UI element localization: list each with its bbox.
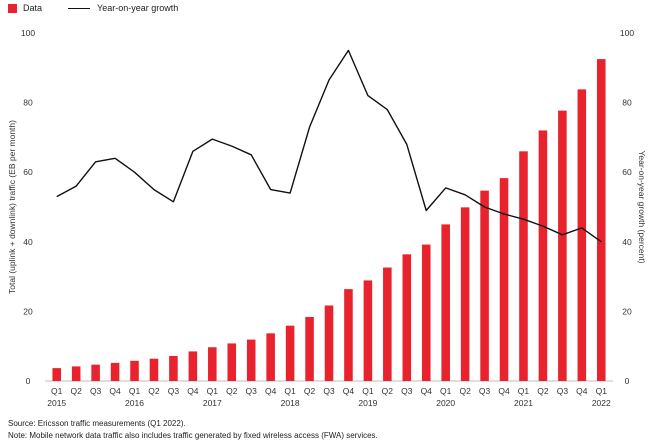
bar-data xyxy=(558,110,567,381)
x-tick-year: 2021 xyxy=(514,398,533,408)
x-tick-quarter: Q4 xyxy=(343,386,355,396)
legend-item-growth: Year-on-year growth xyxy=(68,3,178,13)
bar-data xyxy=(188,351,198,381)
y-tick-left: 0 xyxy=(26,376,31,386)
bar-data xyxy=(227,343,237,381)
y-axis-title-right: Year-on-year growth (percent) xyxy=(637,150,647,263)
line-series-growth xyxy=(56,49,602,243)
bar-data xyxy=(246,339,256,381)
x-tick-quarter: Q1 xyxy=(129,386,141,396)
fwa-note: Note: Mobile network data traffic also i… xyxy=(8,431,378,440)
bar-data xyxy=(363,280,373,381)
x-tick-quarter: Q3 xyxy=(168,386,180,396)
x-tick-quarter: Q3 xyxy=(323,386,335,396)
x-tick-year: 2016 xyxy=(125,398,144,408)
x-tick-quarter: Q1 xyxy=(207,386,219,396)
bar-data xyxy=(499,178,509,381)
x-tick-quarter: Q1 xyxy=(596,386,608,396)
chart-legend: Data Year-on-year growth xyxy=(8,3,204,13)
bar-data xyxy=(441,224,450,381)
x-tick-quarter: Q4 xyxy=(187,386,199,396)
y-tick-right: 80 xyxy=(622,98,632,108)
x-tick-quarter: Q1 xyxy=(51,386,63,396)
x-tick-quarter: Q3 xyxy=(90,386,102,396)
bar-data xyxy=(169,355,178,381)
bar-data xyxy=(596,59,606,381)
bar-data xyxy=(305,316,314,381)
bar-data xyxy=(383,267,392,381)
x-tick-quarter: Q3 xyxy=(479,386,491,396)
x-tick-quarter: Q4 xyxy=(421,386,433,396)
x-tick-quarter: Q2 xyxy=(71,386,83,396)
x-tick-quarter: Q4 xyxy=(109,386,121,396)
x-tick-quarter: Q4 xyxy=(498,386,510,396)
legend-label-growth: Year-on-year growth xyxy=(97,3,179,13)
x-tick-quarter: Q2 xyxy=(148,386,160,396)
y-axis-title-left: Total (uplink + downlink) traffic (EB pe… xyxy=(7,120,17,294)
x-tick-quarter: Q1 xyxy=(518,386,530,396)
x-tick-quarter: Q2 xyxy=(537,386,549,396)
x-tick-quarter: Q4 xyxy=(265,386,277,396)
bar-data xyxy=(71,366,81,381)
bar-series-data xyxy=(52,59,606,381)
bar-data xyxy=(460,207,470,381)
x-tick-year: 2019 xyxy=(358,398,377,408)
y-tick-right: 100 xyxy=(620,28,634,38)
x-tick-quarter: Q3 xyxy=(401,386,413,396)
x-tick-year: 2015 xyxy=(47,398,66,408)
legend-label-data: Data xyxy=(23,3,43,13)
bar-data xyxy=(208,347,217,381)
bar-data xyxy=(519,151,528,381)
bar-data xyxy=(480,190,489,381)
legend-item-data: Data xyxy=(8,3,42,13)
bar-data xyxy=(285,325,295,381)
legend-swatch-data xyxy=(8,3,17,13)
axis-labels: Q1 Q2 Q3 Q4 Q1 Q2 Q3 Q4 Q1 Q2 Q3 Q4 Q1 Q2 Q3 Q4 Q1 Q2 Q3 Q4… xyxy=(7,120,647,408)
y-tick-right: 60 xyxy=(622,167,632,177)
y-tick-left: 40 xyxy=(23,237,33,247)
source-note: Source: Ericsson traffic measurements (Q… xyxy=(8,419,186,428)
growth-line xyxy=(56,49,602,243)
y-tick-right: 0 xyxy=(625,376,630,386)
y-tick-left: 80 xyxy=(23,98,33,108)
bar-data xyxy=(344,289,353,381)
bar-data xyxy=(577,89,587,381)
bar-data xyxy=(130,360,139,381)
bar-data xyxy=(149,358,159,381)
x-tick-year: 2022 xyxy=(592,398,611,408)
bar-data xyxy=(538,130,548,381)
y-tick-left: 20 xyxy=(23,306,33,316)
bar-data xyxy=(110,362,120,381)
x-tick-quarter: Q3 xyxy=(557,386,569,396)
x-tick-quarter: Q1 xyxy=(362,386,374,396)
chart-footnotes: Source: Ericsson traffic measurements (Q… xyxy=(8,418,378,442)
x-tick-quarter: Q1 xyxy=(440,386,452,396)
x-tick-quarter: Q1 xyxy=(284,386,296,396)
bar-data xyxy=(91,364,100,381)
x-tick-quarter: Q3 xyxy=(246,386,258,396)
y-tick-right: 40 xyxy=(622,237,632,247)
x-tick-quarter: Q4 xyxy=(576,386,588,396)
x-tick-quarter: Q2 xyxy=(226,386,238,396)
y-tick-left: 100 xyxy=(21,28,35,38)
bar-data xyxy=(52,368,62,381)
y-tick-right: 20 xyxy=(622,306,632,316)
x-tick-quarter: Q2 xyxy=(459,386,471,396)
y-tick-left: 60 xyxy=(23,167,33,177)
x-tick-year: 2018 xyxy=(281,398,300,408)
x-tick-year: 2017 xyxy=(203,398,222,408)
bar-data xyxy=(324,305,334,381)
x-tick-quarter: Q2 xyxy=(382,386,394,396)
x-tick-quarter: Q2 xyxy=(304,386,316,396)
legend-swatch-growth xyxy=(68,7,91,9)
x-tick-year: 2020 xyxy=(436,398,455,408)
bar-data xyxy=(402,254,412,381)
bar-data xyxy=(266,333,275,381)
bar-data xyxy=(421,244,431,381)
